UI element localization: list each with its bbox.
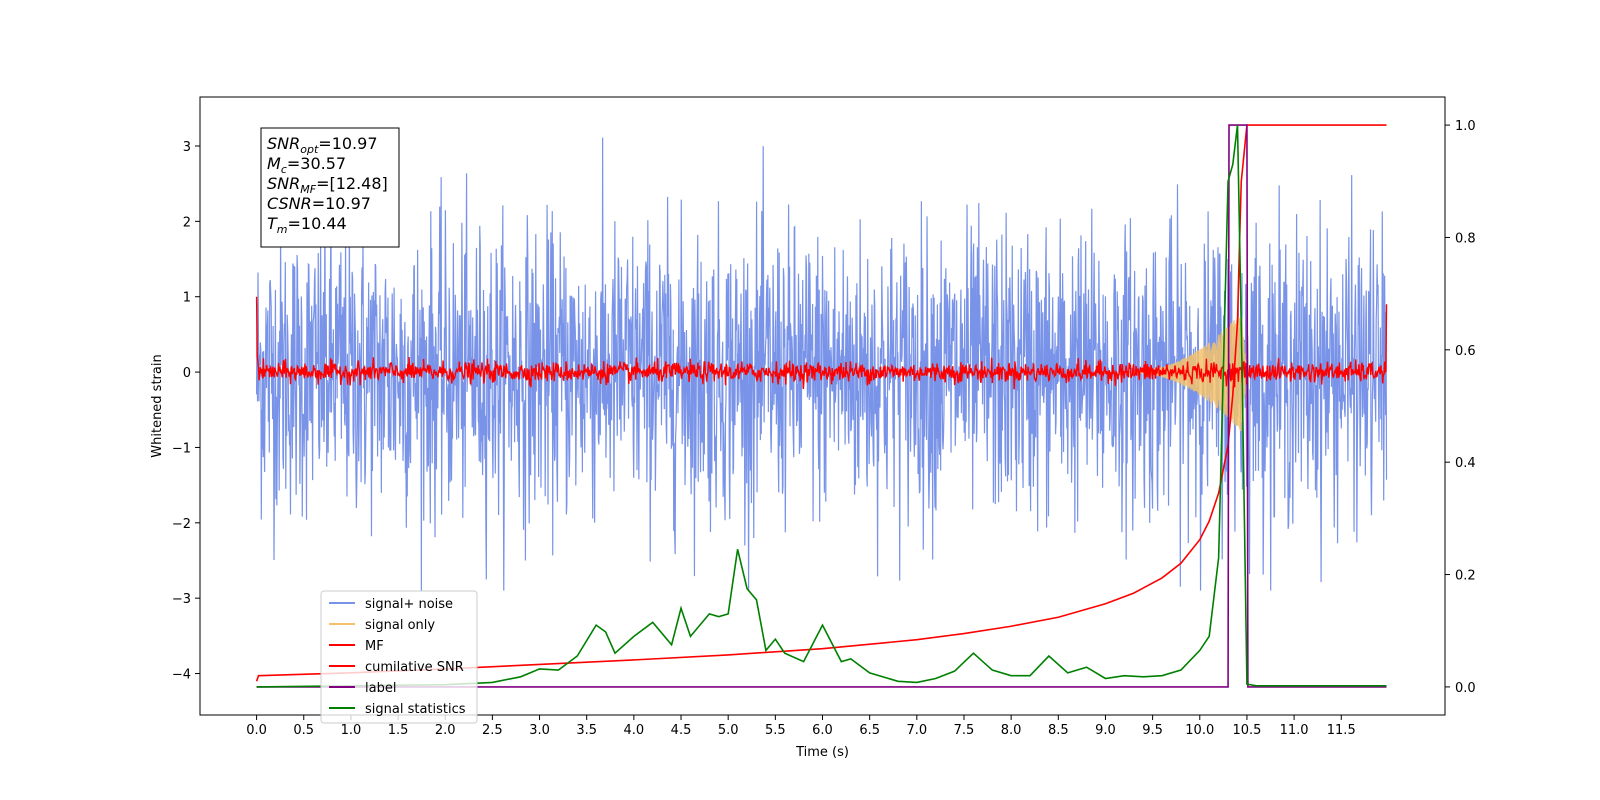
series-signal-statistics — [256, 124, 1387, 688]
legend-label: signal statistics — [365, 702, 466, 717]
x-tick-label: 3.5 — [576, 723, 597, 738]
y-tick-label: 0 — [183, 366, 191, 381]
x-tick-label: 11.0 — [1280, 723, 1309, 738]
legend-label: cumilative SNR — [365, 660, 464, 675]
info-box-line: SNRopt=10.97 — [267, 134, 378, 156]
x-tick-label: 4.5 — [671, 723, 692, 738]
y-tick-label: 2 — [183, 215, 191, 230]
y2-tick-label: 0.4 — [1455, 456, 1476, 471]
info-box-line: Tm=10.44 — [267, 214, 347, 236]
x-tick-label: 5.5 — [765, 723, 786, 738]
x-tick-label: 0.5 — [293, 723, 314, 738]
y-tick-label: 1 — [183, 291, 191, 306]
x-tick-label: 11.5 — [1327, 723, 1356, 738]
y-tick-label: −4 — [172, 668, 191, 683]
x-tick-label: 8.5 — [1048, 723, 1069, 738]
x-tick-label: 6.0 — [812, 723, 833, 738]
x-tick-label: 5.0 — [718, 723, 739, 738]
x-tick-label: 9.5 — [1142, 723, 1163, 738]
x-tick-label: 1.5 — [388, 723, 409, 738]
y-tick-label: −1 — [172, 441, 191, 456]
x-tick-label: 6.5 — [859, 723, 880, 738]
y-tick-label: −2 — [172, 517, 191, 532]
x-tick-label: 8.0 — [1001, 723, 1022, 738]
x-tick-label: 2.5 — [482, 723, 503, 738]
y-axis-label: Whitened strain — [150, 354, 165, 457]
x-tick-label: 2.0 — [435, 723, 456, 738]
y2-tick-label: 0.8 — [1455, 231, 1476, 246]
legend-label: signal only — [365, 618, 435, 633]
y2-tick-label: 0.6 — [1455, 344, 1476, 359]
x-tick-label: 1.0 — [341, 723, 362, 738]
y2-tick-label: 0.0 — [1455, 681, 1476, 696]
series-mf — [255, 296, 1388, 390]
x-axis-label: Time (s) — [795, 745, 849, 760]
legend-box — [320, 590, 478, 724]
x-tick-label: 10.0 — [1185, 723, 1214, 738]
x-tick-label: 10.5 — [1232, 723, 1261, 738]
y2-tick-label: 1.0 — [1455, 119, 1476, 134]
x-tick-label: 0.0 — [246, 723, 267, 738]
info-box-line: Mc=30.57 — [267, 154, 346, 176]
series-signal-noise — [255, 137, 1388, 591]
y-tick-label: 3 — [183, 140, 191, 155]
x-tick-label: 7.5 — [954, 723, 975, 738]
legend-label: MF — [365, 639, 384, 654]
x-tick-label: 7.0 — [906, 723, 927, 738]
y-tick-label: −3 — [172, 592, 191, 607]
info-box — [260, 127, 400, 248]
legend-label: signal+ noise — [365, 597, 453, 612]
info-box-line: CSNR=10.97 — [267, 194, 371, 213]
plot-series-group — [255, 124, 1388, 688]
series-cumulative-snr — [255, 124, 1387, 682]
x-tick-label: 9.0 — [1095, 723, 1116, 738]
y2-tick-label: 0.2 — [1455, 569, 1476, 584]
x-tick-label: 3.0 — [529, 723, 550, 738]
x-tick-label: 4.0 — [624, 723, 645, 738]
info-box-line: SNRMF=[12.48] — [267, 174, 388, 196]
legend-label: label — [365, 681, 396, 696]
